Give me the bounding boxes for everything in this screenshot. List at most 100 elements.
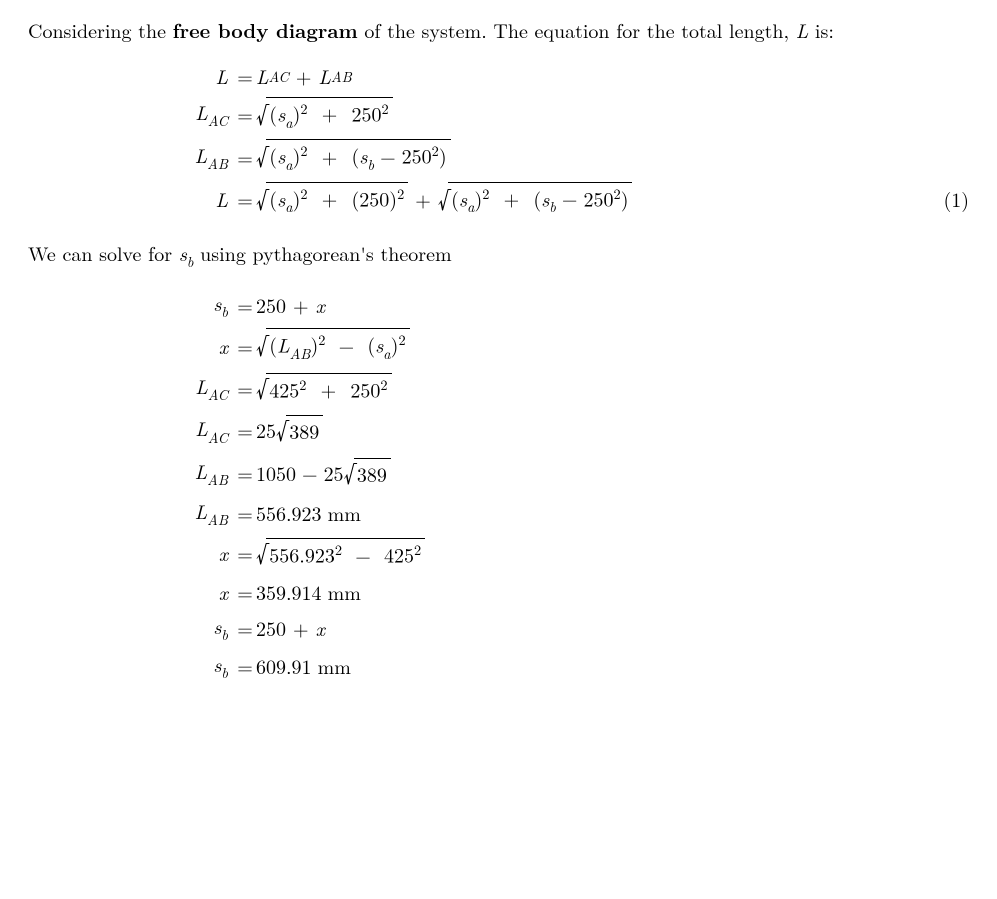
variable-sb: sb bbox=[179, 238, 194, 267]
exp: 2 bbox=[432, 141, 439, 161]
eq-LAC: LAC = √ (sa)2 + 2502 bbox=[28, 96, 969, 132]
sub: AB bbox=[290, 344, 311, 364]
lhs: x bbox=[219, 331, 228, 360]
equals: = bbox=[234, 100, 256, 128]
eq-L-expanded: L = √ (sa)2 + (250)2 + √ (sa)2 + (sb−250… bbox=[28, 181, 969, 217]
sub: b bbox=[549, 197, 556, 217]
term: L bbox=[256, 62, 269, 90]
equals: = bbox=[234, 416, 256, 444]
value: 609.91 bbox=[256, 652, 312, 680]
sub: AB bbox=[207, 470, 228, 490]
para-2: We can solve for sb using pythagorean's … bbox=[28, 239, 969, 271]
equation-block-2: sb = 250+x x = √ (LAB)2 − (sa)2 LAC = √ … bbox=[28, 289, 969, 682]
lhs: L bbox=[195, 413, 208, 442]
eq-x-value: x = 359.914mm bbox=[28, 578, 969, 606]
exp: 2 bbox=[300, 184, 307, 204]
sqrt: √ (sa)2 + (sb−2502) bbox=[438, 181, 633, 217]
unit: mm bbox=[322, 578, 361, 606]
equals: = bbox=[234, 62, 256, 90]
equals: = bbox=[234, 291, 256, 319]
eq-sb-def: sb = 250+x bbox=[28, 289, 969, 321]
equals: = bbox=[234, 374, 256, 402]
const: 250 bbox=[256, 614, 286, 642]
value: 359.914 bbox=[256, 578, 322, 606]
exp: 2 bbox=[482, 184, 489, 204]
eq-sb-expr: sb = 250+x bbox=[28, 612, 969, 644]
lhs: L bbox=[215, 184, 228, 213]
equals: = bbox=[234, 185, 256, 213]
lhs: L bbox=[195, 140, 208, 169]
equation-block-1: L = LAC + LAB LAC = √ (sa)2 + 2502 LAB = bbox=[28, 62, 969, 217]
equals: = bbox=[234, 539, 256, 567]
eq-LAB: LAB = √ (sa)2 + (sb−2502) bbox=[28, 138, 969, 174]
unit: mm bbox=[312, 652, 351, 680]
lhs: L bbox=[195, 371, 208, 400]
const: 250 bbox=[352, 98, 382, 127]
equals: = bbox=[234, 143, 256, 171]
const: 250 bbox=[359, 183, 389, 212]
sqrt: √ 556.9232 − 4252 bbox=[256, 535, 425, 571]
text: Considering the bbox=[28, 15, 173, 44]
radicand: 389 bbox=[354, 458, 391, 488]
const: 1050 bbox=[256, 459, 296, 487]
term: L bbox=[318, 62, 331, 90]
exp: 2 bbox=[414, 540, 421, 560]
equation-number: (1) bbox=[943, 185, 969, 213]
lhs: x bbox=[219, 577, 228, 606]
sub: a bbox=[285, 155, 292, 175]
sub: a bbox=[383, 344, 390, 364]
intro-paragraph: Considering the free body diagram of the… bbox=[28, 16, 969, 44]
sqrt: √ (sa)2 + (250)2 bbox=[256, 181, 408, 217]
eq-L-total: L = LAC + LAB bbox=[28, 62, 969, 90]
sqrt: √ (sa)2 + 2502 bbox=[256, 96, 393, 132]
sub: b bbox=[367, 155, 374, 175]
const: 250 bbox=[402, 141, 432, 170]
sub: AB bbox=[207, 510, 228, 530]
text: We can solve for bbox=[28, 238, 179, 267]
sub: AB bbox=[207, 154, 228, 174]
const: 556.923 bbox=[269, 540, 335, 569]
const: 250 bbox=[256, 291, 286, 319]
var: x bbox=[316, 614, 325, 642]
sub: b bbox=[221, 625, 228, 645]
plus: + bbox=[289, 62, 319, 90]
eq-x-num: x = √ 556.9232 − 4252 bbox=[28, 535, 969, 571]
sqrt: √389 bbox=[276, 412, 323, 448]
exp: 2 bbox=[398, 330, 405, 350]
eq-x-def: x = √ (LAB)2 − (sa)2 bbox=[28, 327, 969, 363]
exp: 2 bbox=[300, 99, 307, 119]
text: of the system. The equation for the tota… bbox=[358, 15, 796, 44]
sub: AC bbox=[208, 111, 228, 131]
exp: 2 bbox=[299, 375, 306, 395]
exp: 2 bbox=[397, 184, 404, 204]
sub: AC bbox=[269, 67, 289, 87]
sqrt: √389 bbox=[344, 455, 391, 491]
sqrt: √ (sa)2 + (sb−2502) bbox=[256, 138, 451, 174]
unit: mm bbox=[322, 499, 361, 527]
coef: 25 bbox=[256, 416, 276, 444]
exp: 2 bbox=[335, 540, 342, 560]
lhs: L bbox=[195, 97, 208, 126]
eq-sb-value: sb = 609.91mm bbox=[28, 650, 969, 682]
exp: 2 bbox=[613, 184, 620, 204]
equals: = bbox=[234, 459, 256, 487]
eq-LAC-simplified: LAC = 25√389 bbox=[28, 412, 969, 448]
sub: a bbox=[285, 197, 292, 217]
lhs: L bbox=[195, 456, 208, 485]
sub: a bbox=[285, 113, 292, 133]
equals: = bbox=[234, 652, 256, 680]
equals: = bbox=[234, 614, 256, 642]
sub: AC bbox=[208, 428, 228, 448]
sub: AB bbox=[331, 67, 352, 87]
sub: b bbox=[221, 663, 228, 683]
coef: 25 bbox=[324, 459, 344, 487]
lhs: x bbox=[219, 538, 228, 567]
lhs: L bbox=[215, 61, 228, 90]
sub: b bbox=[221, 302, 228, 322]
const: 250 bbox=[583, 183, 613, 212]
exp: 2 bbox=[382, 99, 389, 119]
var: L bbox=[277, 330, 290, 359]
const: 425 bbox=[384, 540, 414, 569]
const: 250 bbox=[350, 374, 380, 403]
equals: = bbox=[234, 499, 256, 527]
